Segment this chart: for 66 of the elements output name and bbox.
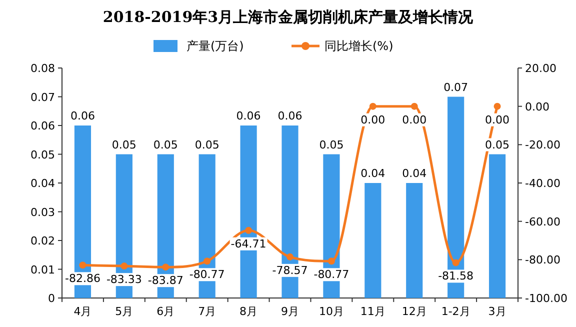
y-tick-label: 0.01: [30, 263, 55, 276]
y-tick-label: 0.05: [30, 148, 55, 162]
data-label: 0.06: [236, 110, 261, 122]
y2-tick-label: -60.00: [525, 215, 560, 228]
chart-title: 2018-2019年3月上海市金属切削机床产量及增长情况: [102, 8, 474, 26]
data-label: 0.05: [112, 138, 136, 152]
point: [120, 262, 128, 270]
y-tick-label: 0: [48, 292, 55, 305]
x-tick-label: 9月: [281, 305, 299, 318]
point: [328, 258, 335, 265]
legend-label: 产量(万台): [186, 39, 244, 53]
data-label: 0.05: [485, 138, 510, 152]
data-label: 0.00: [485, 113, 510, 126]
x-tick-label: 1-2月: [441, 305, 470, 318]
y2-tick-label: 0.00: [525, 100, 550, 114]
y2-tick-label: 20.00: [525, 62, 556, 75]
bar: [488, 154, 506, 298]
y-tick-label: 0.04: [30, 177, 55, 190]
bar: [406, 183, 423, 298]
point: [162, 264, 170, 271]
data-label: 0.05: [194, 138, 220, 152]
y-tick-label: 0.02: [30, 234, 55, 248]
y2-tick-label: -20.00: [525, 138, 560, 152]
data-label: -83.87: [148, 274, 184, 288]
x-tick-label: 6月: [156, 305, 175, 318]
bar: [364, 183, 382, 298]
data-label: -81.58: [438, 270, 474, 283]
data-label: 0.05: [153, 138, 178, 152]
point: [410, 102, 418, 110]
data-label: 0.06: [278, 110, 302, 122]
data-label: -80.77: [314, 268, 350, 282]
data-label: 0.00: [360, 113, 386, 126]
point: [79, 262, 86, 269]
point: [245, 226, 252, 234]
x-tick-label: 8月: [240, 305, 258, 318]
y-tick-label: 0.08: [30, 62, 55, 75]
y2-tick-label: -40.00: [525, 177, 560, 190]
point: [452, 259, 460, 266]
legend-label: 同比增长(%): [324, 39, 394, 53]
data-label: -78.57: [272, 264, 308, 277]
point: [494, 102, 501, 110]
data-label: 0.04: [402, 167, 427, 180]
x-tick-label: 12月: [402, 305, 427, 318]
x-tick-label: 5月: [115, 305, 134, 318]
data-label: 0.00: [402, 113, 427, 126]
y-tick-label: 0.03: [30, 206, 55, 219]
data-label: 0.04: [360, 167, 386, 180]
x-tick-label: 10月: [318, 305, 344, 318]
y2-tick-label: -80.00: [525, 254, 560, 267]
point: [286, 253, 294, 260]
y-tick-label: 0.06: [30, 120, 55, 132]
point: [369, 102, 376, 110]
point: [204, 258, 211, 265]
data-label: 0.07: [444, 80, 468, 94]
x-tick-label: 11月: [360, 305, 386, 318]
data-label: -64.71: [230, 237, 266, 250]
x-tick-label: 3月: [488, 305, 506, 318]
data-label: -80.77: [189, 268, 225, 282]
data-label: 0.05: [319, 138, 344, 152]
y-tick-label: 0.07: [30, 90, 55, 104]
x-tick-label: 7月: [198, 305, 216, 318]
data-label: -82.86: [64, 272, 100, 286]
data-label: 0.06: [70, 110, 95, 122]
x-tick-label: 4月: [74, 305, 92, 318]
data-label: -83.33: [106, 273, 142, 286]
y2-tick-label: -100.00: [525, 292, 568, 305]
